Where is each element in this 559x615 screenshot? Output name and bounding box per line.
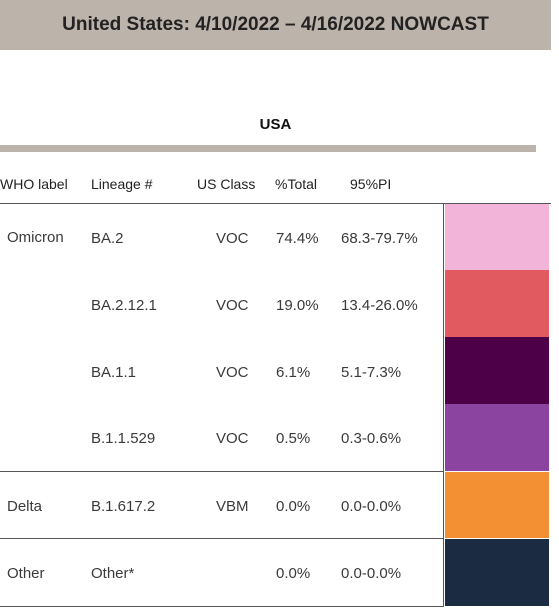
swatch-b16172 [445, 472, 549, 538]
col-us-class: US Class [197, 176, 256, 192]
row-pct-total: 0.5% [276, 430, 311, 447]
row-pct-total: 0.0% [276, 498, 311, 515]
col-95pi: 95%PI [350, 176, 392, 192]
row-us-class: VBM [216, 498, 249, 515]
region-label-text: USA [259, 116, 292, 133]
col-lineage: Lineage # [91, 176, 153, 192]
row-who-delta: Delta [7, 498, 43, 515]
row-us-class: VOC [216, 364, 249, 381]
row-lineage: BA.1.1 [91, 364, 137, 381]
region-divider [0, 145, 536, 152]
row-lineage: B.1.1.529 [91, 430, 156, 447]
header-rule [0, 203, 551, 204]
swatch-b11529 [445, 404, 549, 471]
row-pct-total: 74.4% [276, 230, 319, 247]
row-lineage: BA.2.12.1 [91, 297, 157, 314]
swatch-ba11 [445, 337, 549, 404]
col-pct-total: %Total [275, 176, 318, 192]
col-who-label: WHO label [0, 176, 68, 192]
row-us-class: VOC [216, 230, 249, 247]
row-95pi: 0.0-0.0% [341, 498, 402, 515]
swatch-column-border [443, 203, 444, 606]
row-lineage: B.1.617.2 [91, 498, 156, 515]
row-lineage: BA.2 [91, 230, 124, 247]
region-label: USA [0, 116, 551, 133]
swatch-ba2 [445, 204, 549, 270]
row-95pi: 68.3-79.7% [341, 230, 418, 247]
row-us-class: VOC [216, 297, 249, 314]
row-pct-total: 0.0% [276, 565, 311, 582]
omicron-group-rule [0, 471, 444, 472]
row-pct-total: 19.0% [276, 297, 319, 314]
row-who-omicron: Omicron [7, 229, 64, 246]
row-us-class: VOC [216, 430, 249, 447]
row-lineage: Other* [91, 565, 135, 582]
swatch-ba2121 [445, 270, 549, 337]
nowcast-header: United States: 4/10/2022 – 4/16/2022 NOW… [0, 0, 551, 50]
table-bottom-rule [0, 606, 444, 607]
row-95pi: 0.3-0.6% [341, 430, 402, 447]
row-95pi: 13.4-26.0% [341, 297, 418, 314]
row-95pi: 5.1-7.3% [341, 364, 402, 381]
swatch-other [445, 539, 549, 606]
nowcast-title: United States: 4/10/2022 – 4/16/2022 NOW… [62, 14, 489, 35]
row-pct-total: 6.1% [276, 364, 311, 381]
row-95pi: 0.0-0.0% [341, 565, 402, 582]
row-who-other: Other [7, 565, 45, 582]
delta-group-rule [0, 538, 444, 539]
